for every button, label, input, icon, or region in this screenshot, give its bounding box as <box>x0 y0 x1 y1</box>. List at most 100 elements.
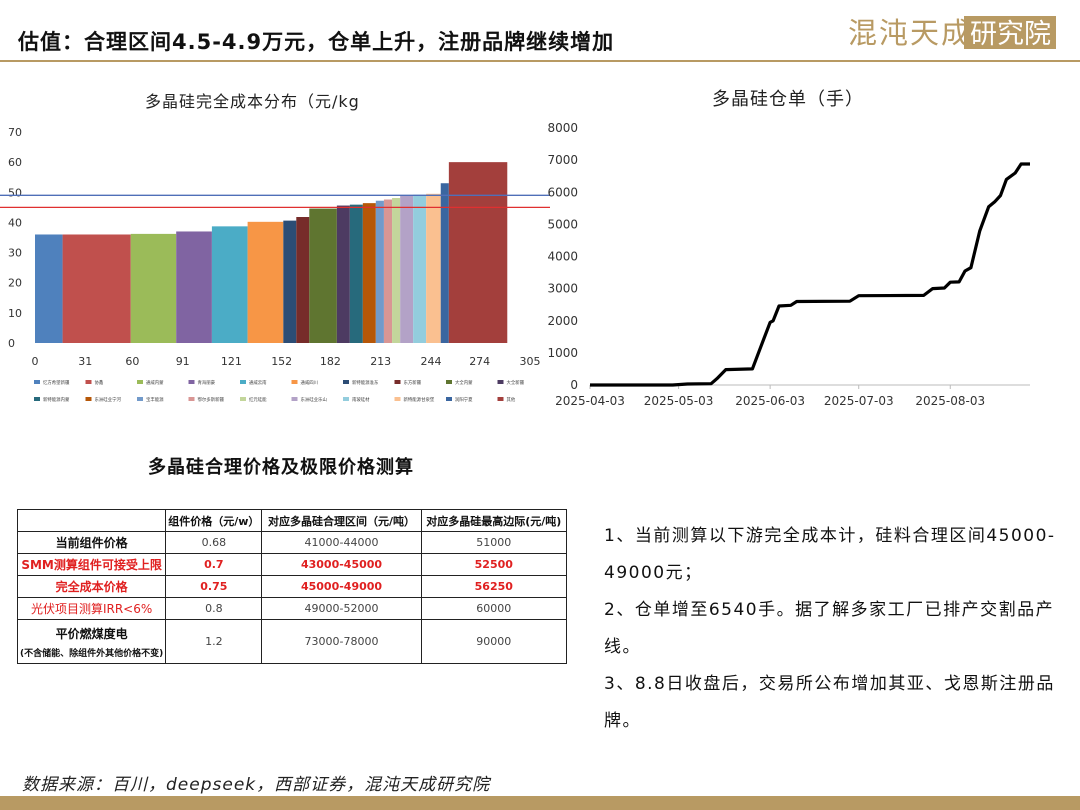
row-max: 51000 <box>420 531 568 554</box>
brand-logo: 混沌天成 研究院 <box>848 16 1056 50</box>
notes: 1、当前测算以下游完全成本计，硅料合理区间45000-49000元； 2、仓单增… <box>604 518 1064 740</box>
warrant-series-line <box>590 162 1030 387</box>
row-max: 90000 <box>420 619 568 664</box>
legend-label: 通威内蒙 <box>146 379 164 386</box>
legend-label: 其他 <box>507 396 516 403</box>
legend-label: 东方新疆 <box>404 379 422 386</box>
x-tick-label: 2025-07-03 <box>824 394 894 408</box>
y-tick-label: 8000 <box>548 121 578 135</box>
row-price: 0.7 <box>165 553 263 576</box>
note-item: 3、8.8日收盘后，交易所公布增加其亚、戈恩斯注册品牌。 <box>604 674 1055 731</box>
x-tick-label: 305 <box>520 355 541 368</box>
cost-bar <box>296 217 310 343</box>
legend-swatch <box>34 397 40 401</box>
row-label: 光伏项目测算IRR<6% <box>16 597 167 620</box>
warrant-chart-title: 多晶硅仓单（手） <box>712 89 864 110</box>
cost-bar <box>62 234 131 343</box>
legend-label: 忆方希望新疆 <box>43 379 70 386</box>
legend-swatch <box>85 380 92 384</box>
footer-bar <box>0 796 1080 810</box>
y-tick-label: 6000 <box>548 185 578 199</box>
legend-label: 通威云南 <box>249 379 267 386</box>
row-range: 73000-78000 <box>261 619 422 664</box>
note-item: 2、仓单增至6540手。据了解多家工厂已排产交割品产线。 <box>604 600 1055 657</box>
cost-bar <box>448 162 508 343</box>
legend-label: 润阳宁夏 <box>455 396 473 403</box>
legend-swatch <box>85 397 92 401</box>
legend-swatch <box>394 380 401 384</box>
x-tick-label: 91 <box>176 355 190 368</box>
cost-bar <box>176 231 212 343</box>
x-tick-label: 2025-04-03 <box>555 394 625 408</box>
x-tick-label: 244 <box>421 355 442 368</box>
cost-bar <box>440 183 449 343</box>
header-cell-max-margin: 对应多晶硅最高边际(元/吨) <box>420 509 568 532</box>
cost-bar <box>383 199 393 343</box>
legend-swatch <box>446 397 452 401</box>
row-range: 45000-49000 <box>261 575 422 598</box>
cost-bar <box>362 203 376 343</box>
legend-swatch <box>188 380 195 384</box>
table-row: SMM测算组件可接受上限 0.7 43000-45000 52500 <box>16 553 568 576</box>
legend-label: 青海丽豪 <box>198 379 216 386</box>
table-row: 完全成本价格 0.75 45000-49000 56250 <box>16 575 568 598</box>
x-tick-label: 274 <box>469 355 490 368</box>
legend-label: 东洲硅业宁河 <box>95 396 122 403</box>
svg-text:混沌天成: 混沌天成 <box>848 16 972 50</box>
cost-bar <box>309 208 337 343</box>
legend-label: 东洲硅业乐山 <box>301 396 327 403</box>
row-sublabel: (不含储能、除组件外其他价格不变) <box>20 648 164 659</box>
x-tick-label: 2025-05-03 <box>644 394 714 408</box>
y-tick-label: 7000 <box>548 153 578 167</box>
y-tick-label: 0 <box>8 337 15 350</box>
row-range: 49000-52000 <box>261 597 422 620</box>
y-tick-label: 4000 <box>548 250 578 264</box>
legend-swatch <box>343 380 349 384</box>
row-price: 0.8 <box>165 597 263 620</box>
legend-label: 新特能源内蒙 <box>43 396 70 403</box>
x-tick-label: 2025-06-03 <box>735 394 805 408</box>
cost-bar <box>413 194 427 343</box>
legend-swatch <box>446 380 452 384</box>
x-tick-label: 2025-08-03 <box>915 394 985 408</box>
legend-label: 大全新疆 <box>507 379 525 386</box>
cost-bar <box>211 226 248 343</box>
legend-swatch <box>291 397 298 401</box>
legend-label: 宝丰能源 <box>146 396 164 403</box>
cost-bar <box>35 234 63 343</box>
cost-bar <box>283 220 297 343</box>
legend-label: 通威四川 <box>301 379 319 386</box>
header-divider <box>0 60 1080 62</box>
cost-bar <box>130 233 177 343</box>
row-range: 43000-45000 <box>261 553 422 576</box>
legend-label: 红元硅能 <box>249 396 267 403</box>
legend-label: 新特能源甘泉堡 <box>404 396 435 403</box>
cost-distribution-chart: 0 10 20 30 40 50 60 70 0 31 60 91 121 152 182 213 244 274… <box>0 126 550 403</box>
data-source: 数据来源：百川，deepseek，西部证券，混沌天成研究院 <box>22 775 491 795</box>
y-tick-label: 5000 <box>548 217 578 231</box>
legend-swatch <box>291 380 298 384</box>
row-label: 当前组件价格 <box>16 531 167 554</box>
x-tick-label: 31 <box>78 355 92 368</box>
row-label-cell: 平价燃煤度电 (不含储能、除组件外其他价格不变) <box>16 619 167 664</box>
cost-bar <box>349 204 363 343</box>
table-row: 当前组件价格 0.68 41000-44000 51000 <box>16 531 568 554</box>
svg-text:研究院: 研究院 <box>970 19 1051 50</box>
y-tick-label: 0 <box>570 378 578 392</box>
x-tick-label: 152 <box>271 355 292 368</box>
legend-swatch <box>343 397 349 401</box>
row-max: 52500 <box>420 553 568 576</box>
y-tick-label: 20 <box>8 277 22 290</box>
page-title: 估值：合理区间4.5-4.9万元，仓单上升，注册品牌继续增加 <box>18 30 615 54</box>
legend-label: 鄂尔多斯新疆 <box>198 396 225 403</box>
y-tick-label: 1000 <box>548 346 578 360</box>
table-header-row: 组件价格（元/w） 对应多晶硅合理区间（元/吨） 对应多晶硅最高边际(元/吨) <box>16 509 568 532</box>
x-tick-label: 213 <box>370 355 391 368</box>
y-tick-label: 10 <box>8 307 22 320</box>
legend-swatch <box>497 397 504 401</box>
table-title: 多晶硅合理价格及极限价格测算 <box>148 457 414 478</box>
row-label: 平价燃煤度电 <box>55 626 128 641</box>
table-row: 平价燃煤度电 (不含储能、除组件外其他价格不变) 1.2 73000-78000… <box>16 619 568 664</box>
warrant-line-chart: 0 1000 2000 3000 4000 5000 6000 7000 8000 2025-04… <box>548 121 1030 408</box>
